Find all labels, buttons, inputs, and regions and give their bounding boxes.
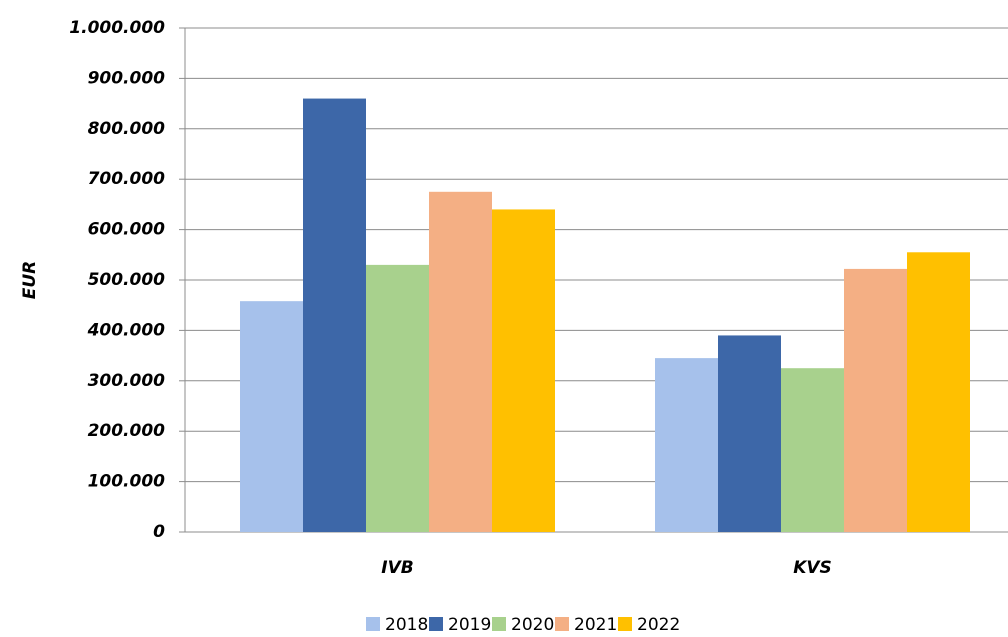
x-tick-label: IVB [381, 558, 413, 578]
legend-label: 2022 [637, 615, 680, 635]
legend-swatch [618, 617, 632, 631]
legend-label: 2020 [511, 615, 554, 635]
bar [366, 264, 429, 532]
bar [907, 252, 970, 532]
y-tick-label: 200.000 [88, 421, 166, 441]
y-tick-label: 500.000 [88, 270, 166, 290]
y-tick-label: 700.000 [88, 169, 166, 189]
legend-swatch [555, 617, 569, 631]
y-tick-label: 0 [153, 522, 165, 542]
y-tick-label: 600.000 [88, 220, 166, 240]
bar [781, 368, 844, 532]
y-tick-label: 900.000 [88, 68, 166, 88]
bar [492, 209, 555, 532]
x-tick-label: KVS [793, 558, 832, 578]
bar [240, 301, 303, 532]
bar [844, 268, 907, 532]
legend-swatch [429, 617, 443, 631]
bar [718, 335, 781, 532]
legend-label: 2021 [574, 615, 617, 635]
y-axis-label: EUR [20, 261, 40, 300]
y-tick-label: 400.000 [87, 320, 166, 340]
y-tick-label: 300.000 [88, 371, 166, 391]
y-tick-label: 800.000 [88, 119, 166, 139]
legend-label: 2018 [385, 615, 428, 635]
y-tick-label: 100.000 [88, 472, 166, 492]
bar [655, 358, 718, 532]
bar [303, 98, 366, 532]
legend-swatch [366, 617, 380, 631]
y-tick-label: 1.000.000 [69, 18, 165, 38]
bar [429, 191, 492, 533]
legend-label: 2019 [448, 615, 491, 635]
legend-swatch [492, 617, 506, 631]
